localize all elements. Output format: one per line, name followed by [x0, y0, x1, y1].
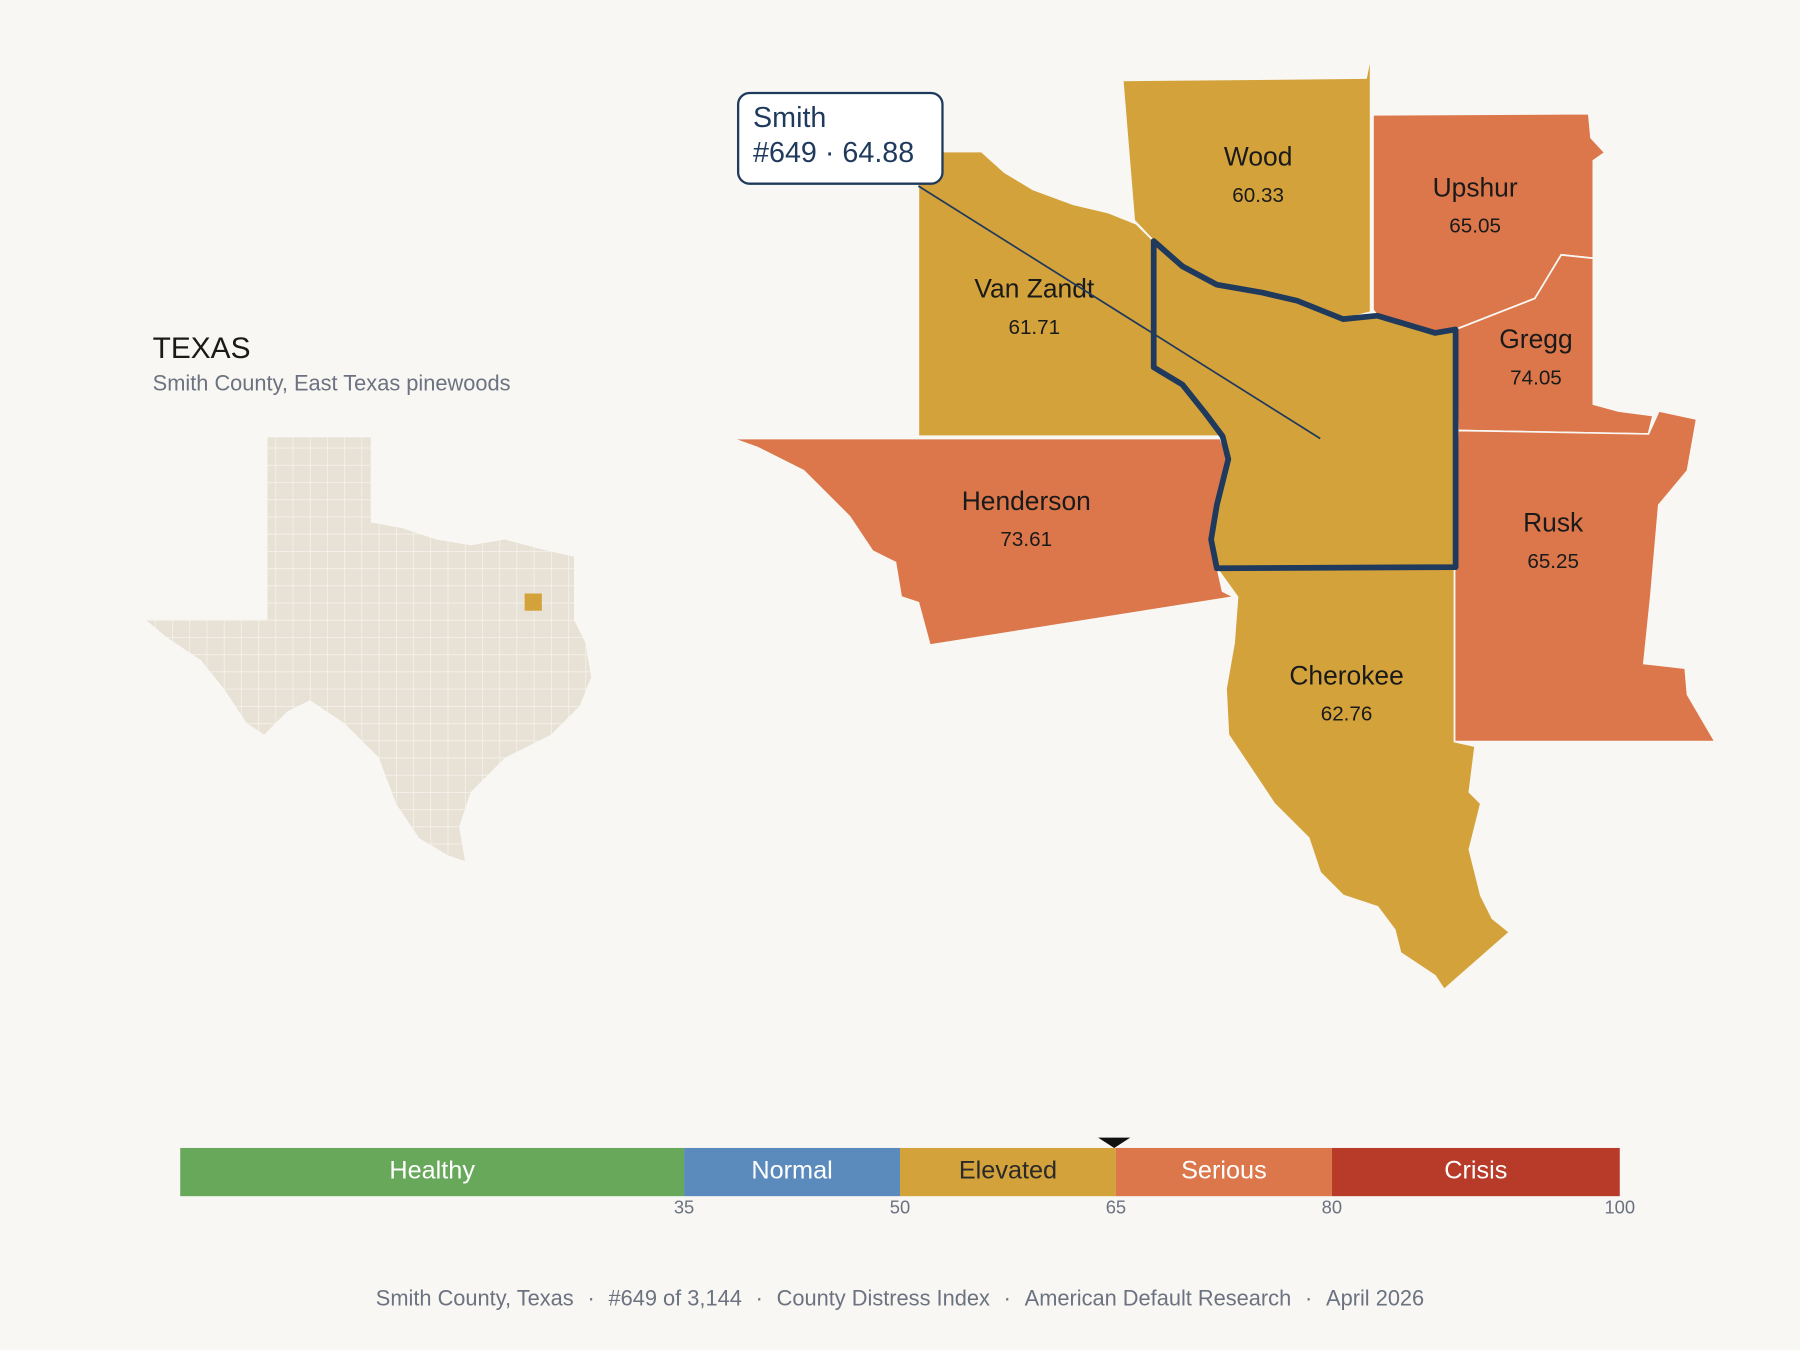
inset-subtitle: Smith County, East Texas pinewoods	[153, 370, 511, 395]
tooltip-value: 64.88	[842, 136, 914, 168]
footer-item: American Default Research	[1025, 1285, 1292, 1310]
legend-band	[900, 1147, 1116, 1197]
inset-title: TEXAS	[153, 332, 251, 365]
county-shape	[1215, 567, 1511, 991]
footer: Smith County, Texas · #649 of 3,144 · County…	[376, 1285, 1424, 1310]
county-name: Wood	[1224, 141, 1292, 171]
county-shape	[732, 437, 1237, 647]
legend-band	[180, 1147, 685, 1197]
legend-tick-label: 80	[1322, 1197, 1342, 1218]
county-value: 61.71	[1008, 316, 1060, 339]
legend-tick-label: 35	[674, 1197, 694, 1218]
legend-band-label: Elevated	[959, 1157, 1057, 1185]
county-name: Gregg	[1499, 324, 1572, 354]
county-shape	[1453, 409, 1717, 743]
county-name: Henderson	[962, 486, 1091, 516]
county-value: 65.25	[1527, 550, 1579, 573]
tooltip-sep: ·	[825, 136, 835, 168]
legend-marker	[1098, 1137, 1131, 1148]
legend-band-label: Crisis	[1444, 1157, 1507, 1185]
footer-item: #649 of 3,144	[609, 1285, 742, 1310]
county-value: 60.33	[1232, 184, 1284, 207]
legend-band	[1331, 1147, 1620, 1197]
selected-county[interactable]	[1150, 238, 1459, 572]
county-value: 62.76	[1321, 703, 1373, 726]
legend-tick-label: 50	[890, 1197, 910, 1218]
texas-inset	[145, 437, 592, 861]
footer-separator: ·	[1004, 1285, 1011, 1310]
legend-band	[684, 1147, 900, 1197]
legend-band	[1115, 1147, 1332, 1197]
legend-band-label: Serious	[1181, 1157, 1267, 1185]
footer-separator: ·	[756, 1285, 763, 1310]
county-name: Van Zandt	[974, 273, 1094, 303]
county-value: 73.61	[1000, 528, 1052, 551]
footer-separator: ·	[1305, 1285, 1312, 1310]
legend-band-label: Normal	[751, 1157, 832, 1185]
tooltip-rank: #649	[753, 136, 817, 168]
county-value: 74.05	[1510, 366, 1562, 389]
footer-separator: ·	[587, 1285, 594, 1310]
footer-item: April 2026	[1326, 1285, 1424, 1310]
legend-tick-label: 65	[1106, 1197, 1126, 1218]
county-name: Rusk	[1523, 508, 1584, 538]
county-name: Upshur	[1433, 172, 1518, 202]
leader-line	[917, 185, 1321, 440]
tooltip-detail: #649 · 64.88	[753, 136, 914, 168]
tooltip	[736, 91, 944, 185]
legend-tick-label: 100	[1604, 1197, 1635, 1218]
tooltip-name: Smith	[753, 102, 826, 134]
texas-highlight	[524, 593, 542, 611]
footer-item: Smith County, Texas	[376, 1285, 574, 1310]
footer-item: County Distress Index	[777, 1285, 990, 1310]
legend-band-label: Healthy	[389, 1157, 475, 1185]
county-name: Cherokee	[1289, 660, 1403, 690]
county-layer: Wood 60.33 Upshur 65.05 Gregg 74.05 Van Zandt 6…	[732, 54, 1717, 991]
legend: Healthy Normal Elevated Serious Crisis 35 50 65…	[180, 1137, 1635, 1218]
county-value: 65.05	[1449, 215, 1501, 238]
texas-counties	[145, 437, 592, 861]
